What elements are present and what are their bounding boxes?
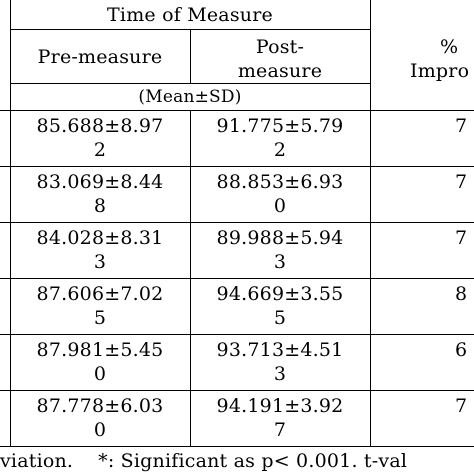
post-value: 93.713±4.51 3 [216,339,344,385]
pre-value: 87.981±5.45 0 [36,339,164,385]
pre-value: 87.606±7.02 5 [36,283,164,329]
pre-value: 85.688±8.97 2 [36,115,164,161]
improvement-value: 8 [455,283,468,305]
column-header-post-line1: Post- [255,36,305,58]
col-border-right [370,0,371,447]
row-border [0,222,474,223]
pre-value: 84.028±8.31 3 [36,227,164,273]
improvement-value: 6 [455,339,468,361]
row-border [0,166,474,167]
row-border [0,278,474,279]
column-header-post-line2: measure [237,60,323,82]
improvement-value: 7 [455,227,468,249]
post-value: 88.853±6.93 0 [216,171,344,217]
post-value: 89.988±5.94 3 [216,227,344,273]
row-border [10,29,370,30]
improvement-value: 7 [455,395,468,417]
row-border [0,334,474,335]
pre-value: 87.778±6.03 0 [36,395,164,441]
col-border-pre-post [190,30,191,83]
footnote: viation. *: Significant as p< 0.001. t-v… [0,450,408,472]
stat-label: (Mean±SD) [138,87,242,107]
pre-value: 83.069±8.44 8 [36,171,164,217]
improvement-value: 7 [455,171,468,193]
column-header-pre: Pre-measure [37,46,163,68]
column-header-improvement-line1: % [440,36,459,58]
post-value: 94.669±3.55 5 [216,283,344,329]
row-border [0,110,474,111]
col-border-left [10,0,11,447]
row-border [0,390,474,391]
group-header: Time of Measure [107,4,273,26]
column-header-improvement-line2: Impro [410,60,470,82]
improvement-value: 7 [455,115,468,137]
row-border [0,446,474,447]
post-value: 91.775±5.79 2 [216,115,344,161]
row-border [10,83,370,84]
post-value: 94.191±3.92 7 [216,395,344,441]
